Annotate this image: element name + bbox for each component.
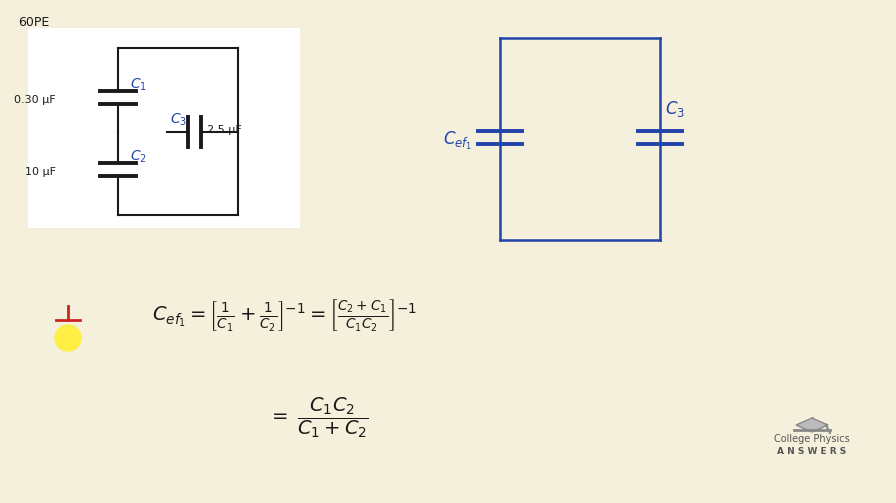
Text: $C_{ef_1} = \left[\frac{1}{C_1} + \frac{1}{C_2}\right]^{-1} = \left[\frac{C_2 + : $C_{ef_1} = \left[\frac{1}{C_1} + \frac{… [152,297,418,333]
FancyBboxPatch shape [28,28,300,228]
Text: 10 μF: 10 μF [25,167,56,177]
Polygon shape [796,418,828,432]
Text: 60PE: 60PE [18,16,49,29]
Text: 2.5 μF: 2.5 μF [207,125,242,135]
Text: $C_1$: $C_1$ [130,76,147,93]
Text: $C_{ef_1}$: $C_{ef_1}$ [443,130,472,152]
Text: $C_3$: $C_3$ [665,99,685,119]
Text: $C_3$: $C_3$ [170,112,187,128]
Circle shape [55,325,81,351]
Text: $= \;\dfrac{C_1 C_2}{C_1 + C_2}$: $= \;\dfrac{C_1 C_2}{C_1 + C_2}$ [268,396,369,440]
Text: A N S W E R S: A N S W E R S [778,447,847,456]
Text: 0.30 μF: 0.30 μF [14,95,56,105]
Text: $C_2$: $C_2$ [130,148,147,165]
Text: College Physics: College Physics [774,434,850,444]
